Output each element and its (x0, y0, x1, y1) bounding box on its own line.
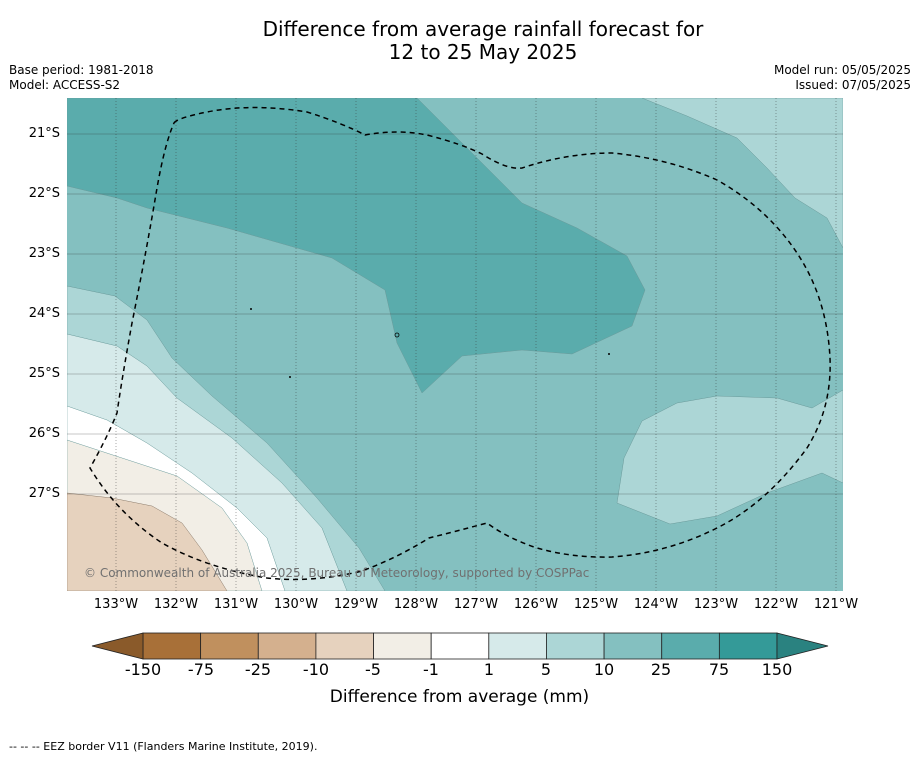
lon-label-121w: 121°W (813, 597, 859, 612)
lat-label-22s: 22°S (28, 186, 60, 201)
eez-border (89, 106, 831, 581)
colorbar-extend-low (91, 632, 144, 660)
lon-label-122w: 122°W (753, 597, 799, 612)
band-10-25-ne (641, 98, 843, 249)
model-name: Model: ACCESS-S2 (9, 78, 121, 92)
colorbar-extend-high (776, 632, 829, 660)
map-title: Difference from average rainfall forecas… (0, 18, 919, 64)
lon-label-123w: 123°W (693, 597, 739, 612)
lon-label-124w: 124°W (633, 597, 679, 612)
lat-label-23s: 23°S (28, 246, 60, 261)
colorbar-cell-1 (200, 632, 259, 660)
copyright-notice: © Commonwealth of Australia 2025, Bureau… (84, 566, 590, 580)
lat-label-27s: 27°S (28, 486, 60, 501)
lon-label-127w: 127°W (453, 597, 499, 612)
colorbar-label-6: 1 (483, 660, 495, 679)
colorbar-cell-10 (718, 632, 778, 660)
band-10-25-east (616, 389, 843, 525)
rainfall-map (67, 98, 843, 591)
colorbar-cell-0 (142, 632, 202, 660)
colorbar-label-5: -1 (423, 660, 439, 679)
colorbar-title: Difference from average (mm) (329, 687, 590, 707)
model-run: Model run: 05/05/2025 (773, 63, 911, 77)
colorbar-cell-4 (373, 632, 432, 660)
island-mark-3 (289, 376, 291, 378)
colorbar-label-8: 10 (593, 660, 615, 679)
colorbar-cell-3 (315, 632, 374, 660)
lat-label-26s: 26°S (28, 426, 60, 441)
colorbar-label-3: -10 (302, 660, 330, 679)
colorbar-cell-7 (546, 632, 605, 660)
lon-label-131w: 131°W (213, 597, 259, 612)
island-mark-2 (394, 332, 400, 338)
colorbar-label-7: 5 (540, 660, 552, 679)
parallels (67, 133, 843, 495)
band-minus5-sw (67, 492, 228, 591)
meta-left: Base period: 1981-2018 Model: ACCESS-S2 (9, 63, 154, 93)
base-period: Base period: 1981-2018 (9, 63, 154, 77)
lon-label-132w: 132°W (153, 597, 199, 612)
colorbar-cell-8 (603, 632, 663, 660)
lat-label-24s: 24°S (28, 306, 60, 321)
colorbar-cell-2 (257, 632, 317, 660)
lon-label-129w: 129°W (333, 597, 379, 612)
meta-right: Model run: 05/05/2025 Issued: 07/05/2025 (774, 63, 911, 93)
colorbar-label-10: 75 (708, 660, 730, 679)
lon-label-130w: 130°W (273, 597, 319, 612)
colorbar-label-2: -25 (244, 660, 272, 679)
lat-label-21s: 21°S (28, 126, 60, 141)
island-mark-4 (608, 353, 610, 355)
colorbar-label-0: -150 (124, 660, 162, 679)
lon-label-125w: 125°W (573, 597, 619, 612)
title-line-2: 12 to 25 May 2025 (388, 40, 578, 64)
lat-label-25s: 25°S (28, 366, 60, 381)
colorbar-cell-6 (488, 632, 547, 660)
colorbar-label-4: -5 (365, 660, 381, 679)
meridians (115, 98, 837, 591)
eez-footnote: -- -- -- EEZ border V11 (Flanders Marine… (9, 740, 318, 753)
map-svg (67, 98, 843, 591)
colorbar-label-11: 150 (761, 660, 793, 679)
lon-label-126w: 126°W (513, 597, 559, 612)
island-mark-1 (250, 308, 252, 310)
title-line-1: Difference from average rainfall forecas… (262, 17, 704, 41)
colorbar-cell-5 (430, 632, 490, 660)
colorbar-label-1: -75 (187, 660, 215, 679)
lon-label-128w: 128°W (393, 597, 439, 612)
colorbar-label-9: 25 (650, 660, 672, 679)
colorbar-cell-9 (661, 632, 720, 660)
issued-date: Issued: 07/05/2025 (795, 78, 911, 92)
lon-label-133w: 133°W (93, 597, 139, 612)
colorbar-cells (142, 632, 778, 660)
